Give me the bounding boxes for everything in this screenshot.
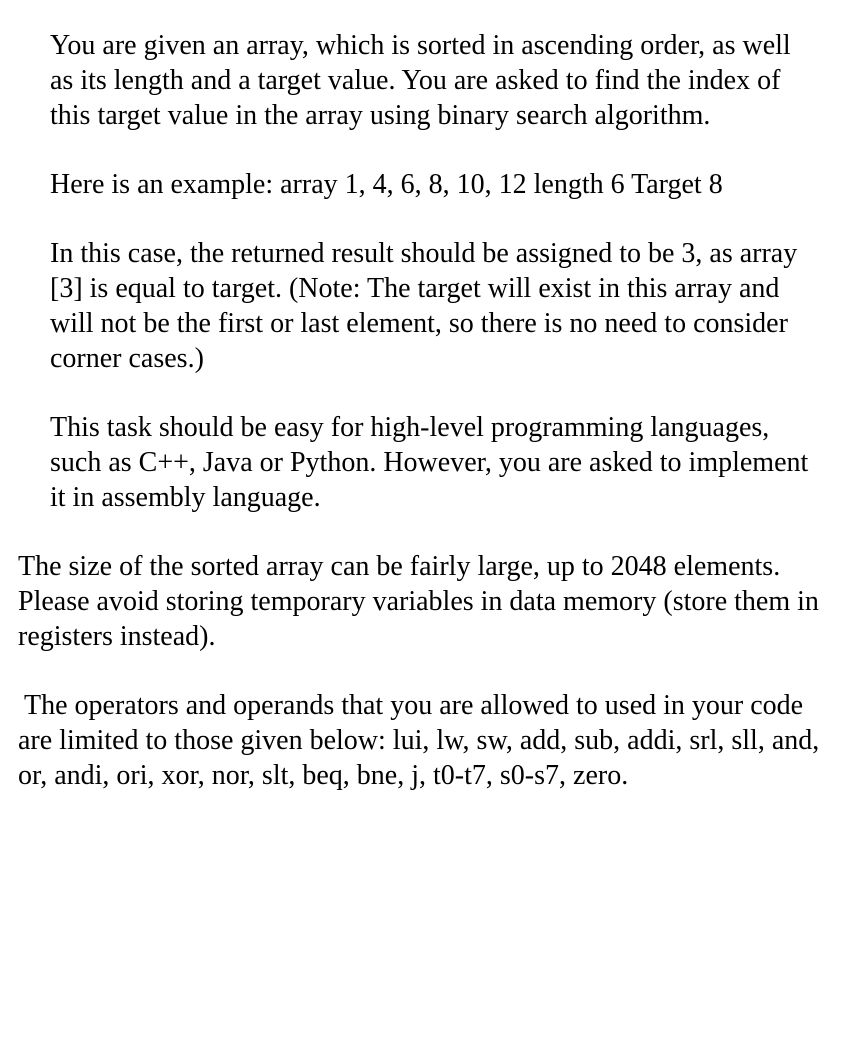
paragraph-task-note: This task should be easy for high-level …: [18, 410, 826, 515]
document-body: You are given an array, which is sorted …: [18, 28, 826, 793]
paragraph-array-size: The size of the sorted array can be fair…: [18, 549, 826, 654]
paragraph-example: Here is an example: array 1, 4, 6, 8, 10…: [18, 167, 826, 202]
paragraph-explanation: In this case, the returned result should…: [18, 236, 826, 376]
paragraph-allowed-ops: The operators and operands that you are …: [18, 688, 826, 793]
paragraph-intro: You are given an array, which is sorted …: [18, 28, 826, 133]
